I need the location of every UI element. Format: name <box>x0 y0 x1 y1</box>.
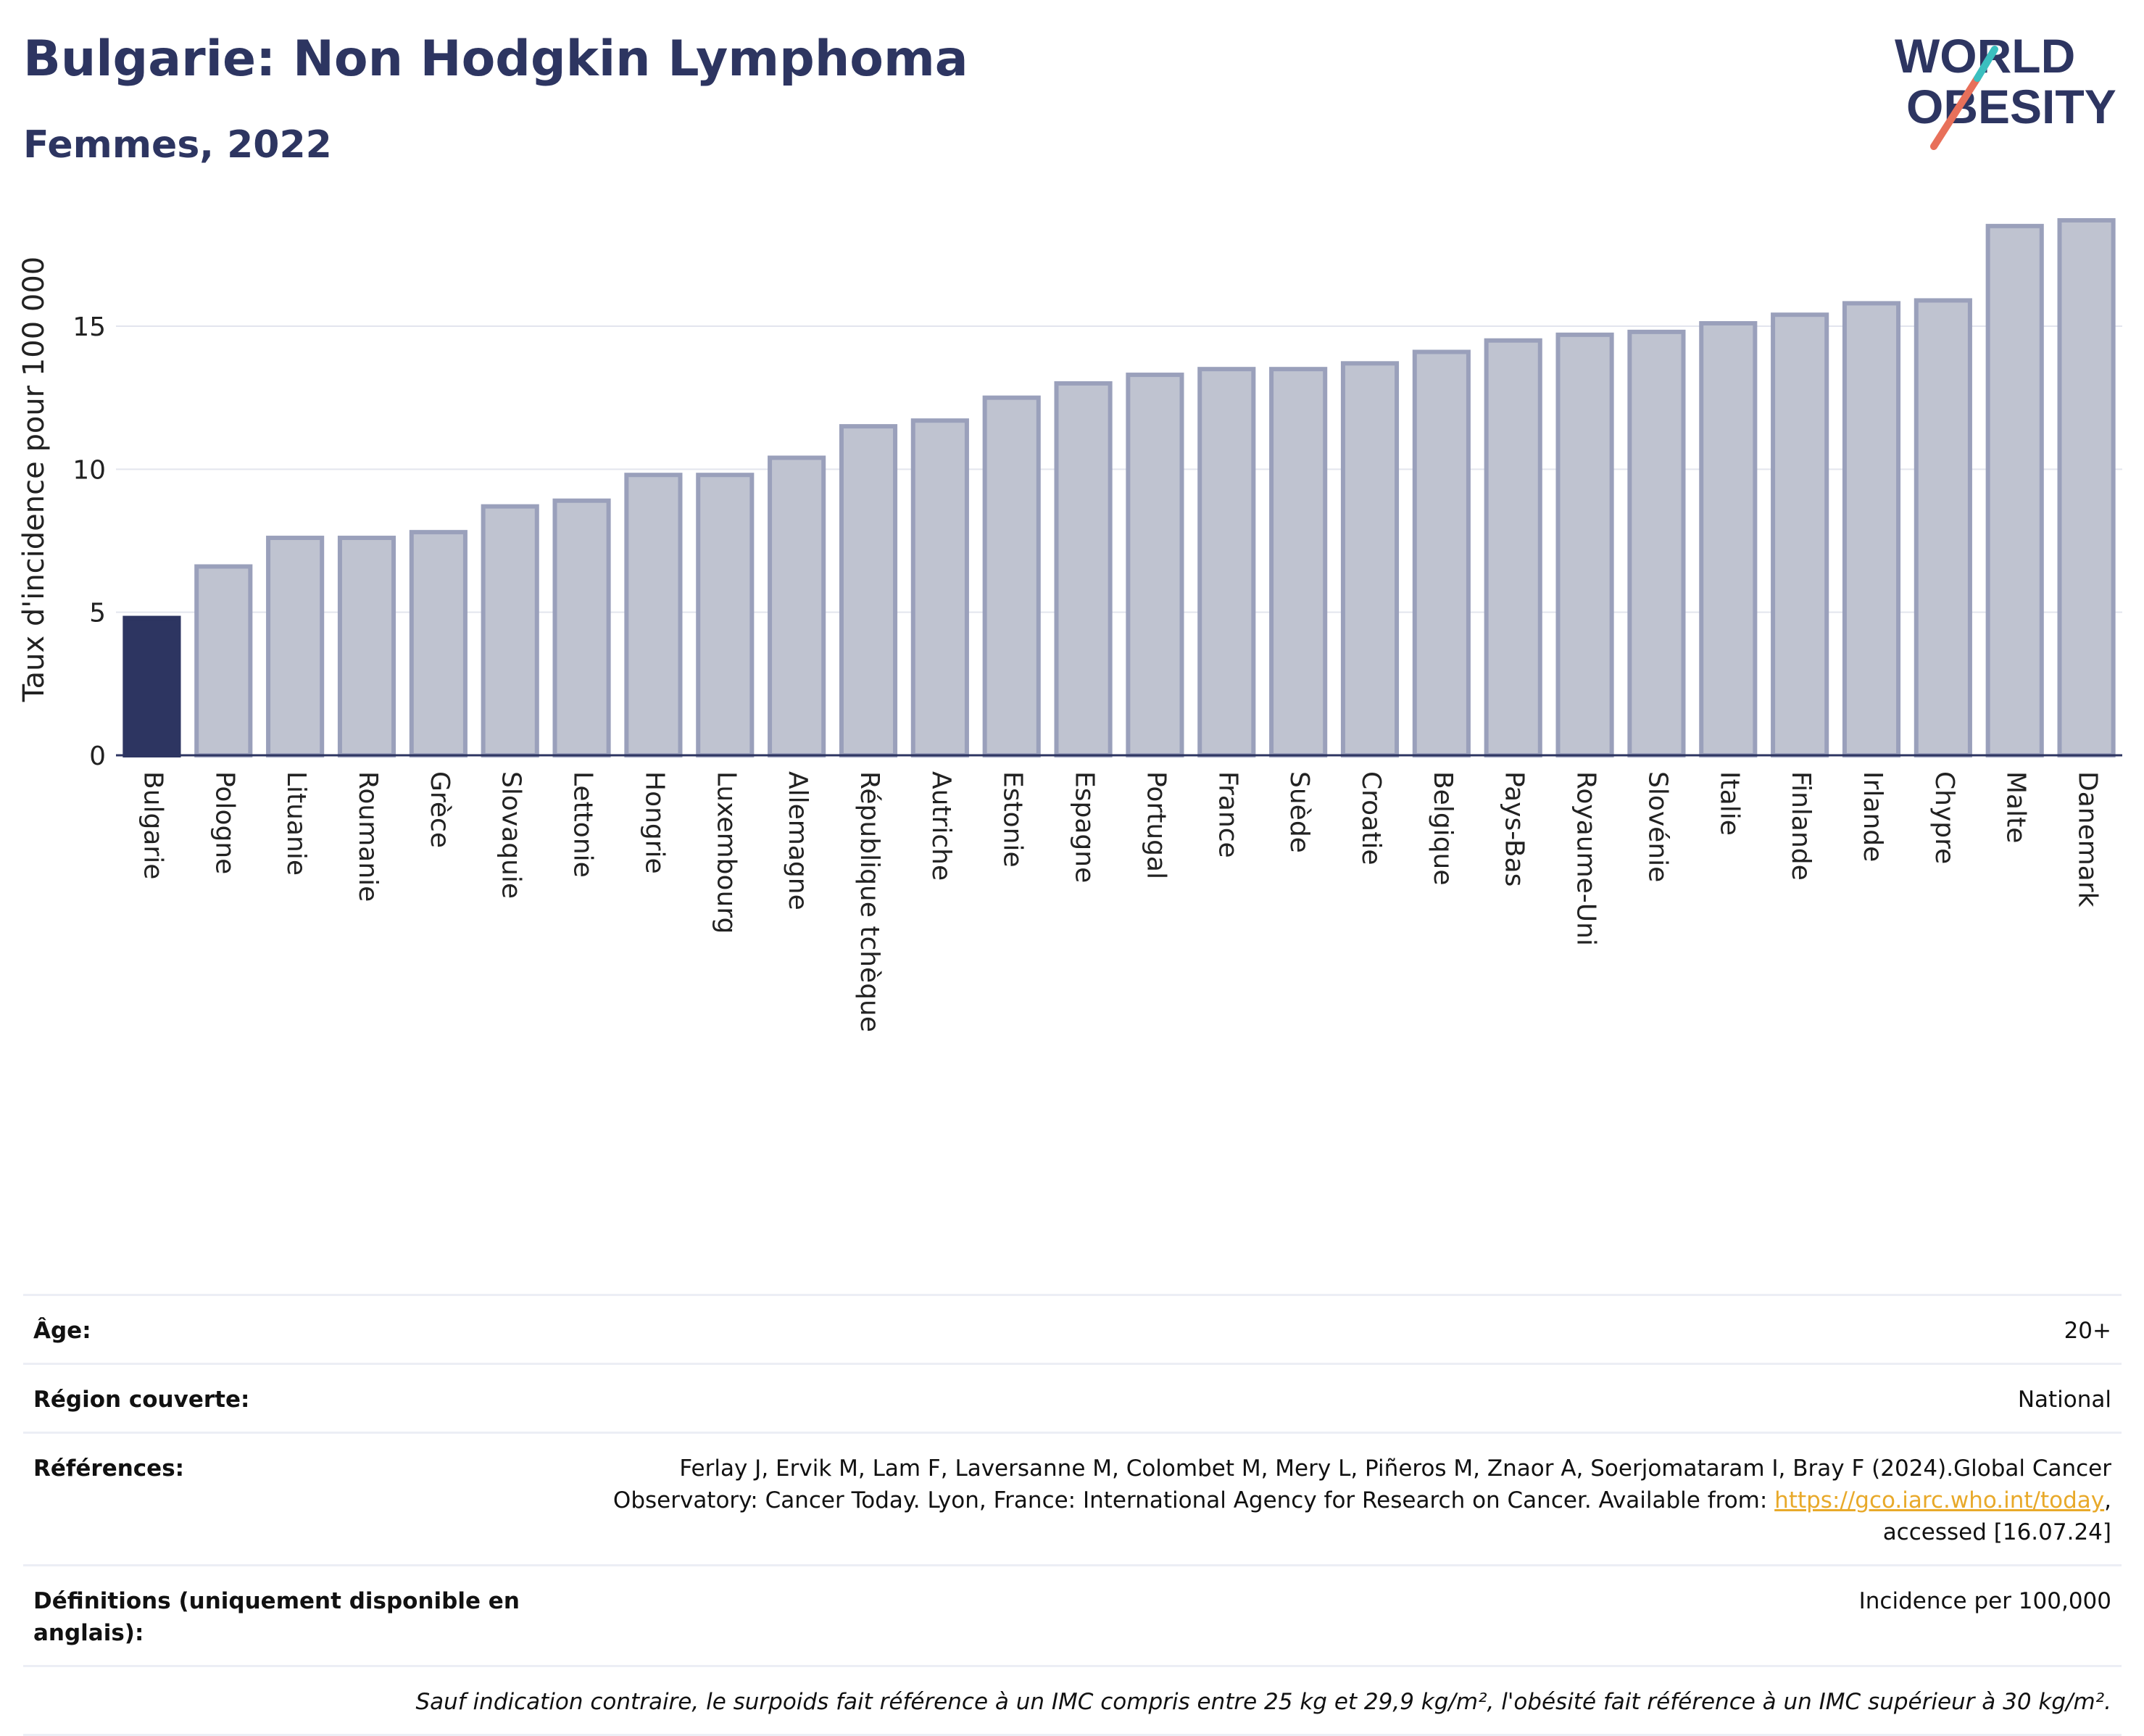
y-tick-label: 5 <box>89 599 106 628</box>
bar-danemark <box>2057 217 2116 757</box>
x-tick-label: Belgique <box>1428 771 1458 886</box>
meta-label-age: Âge: <box>33 1318 91 1344</box>
x-tick-label: France <box>1213 771 1242 858</box>
meta-value-references: Ferlay J, Ervik M, Lam F, Laversanne M, … <box>589 1453 2111 1548</box>
meta-row-definitions: Définitions (uniquement disponible en an… <box>23 1564 2122 1665</box>
x-tick-label: Slovénie <box>1642 771 1672 882</box>
x-tick-label: Lituanie <box>281 771 311 876</box>
bar-portugal <box>1126 373 1184 757</box>
meta-value-region: National <box>2017 1387 2111 1413</box>
references-link[interactable]: https://gco.iarc.who.int/today <box>1774 1487 2105 1513</box>
bar-hongrie <box>624 473 683 757</box>
bar-autriche <box>910 418 969 757</box>
bar-france <box>1197 367 1256 757</box>
x-tick-label: Danemark <box>2073 771 2103 908</box>
bar-allemagne <box>768 455 826 757</box>
bar-roumanie <box>337 536 396 757</box>
chart-title: Bulgarie: Non Hodgkin Lymphoma <box>23 30 968 88</box>
bar-luxembourg <box>696 473 755 757</box>
x-tick-label: Malte <box>2001 771 2031 843</box>
bar-royaume-uni <box>1555 332 1614 757</box>
x-tick-label: Lettonie <box>568 771 598 878</box>
meta-value-definitions: Incidence per 100,000 <box>1858 1588 2111 1614</box>
x-tick-label: Luxembourg <box>711 771 741 934</box>
x-tick-label: Portugal <box>1141 771 1171 879</box>
logo-slash-red <box>1930 75 1981 150</box>
logo-slash-teal <box>1974 46 1998 82</box>
meta-row-references: Références: Ferlay J, Ervik M, Lam F, La… <box>23 1432 2122 1564</box>
x-tick-label: Roumanie <box>353 771 383 902</box>
bar-finlande <box>1771 312 1829 758</box>
x-tick-label: Chypre <box>1929 771 1959 864</box>
x-tick-label: Pologne <box>209 771 239 874</box>
bars <box>122 217 2116 758</box>
x-tick-label: Irlande <box>1858 771 1887 862</box>
chart-subtitle: Femmes, 2022 <box>23 123 332 167</box>
meta-value-age: 20+ <box>2064 1318 2111 1344</box>
references-text: Ferlay J, Ervik M, Lam F, Laversanne M, … <box>612 1455 2111 1513</box>
x-tick-label: Croatie <box>1356 771 1386 865</box>
bar-pays-bas <box>1484 338 1542 757</box>
bar-république-tchèque <box>839 424 898 757</box>
meta-label-definitions: Définitions (uniquement disponible en an… <box>33 1588 520 1646</box>
y-tick-label: 0 <box>89 742 106 771</box>
bar-belgique <box>1412 349 1471 757</box>
bar-slovaquie <box>481 504 539 758</box>
x-tick-label: République tchèque <box>855 771 884 1032</box>
logo-word-obesity: OBESITY <box>1906 80 2116 133</box>
x-tick-label: Autriche <box>926 771 956 881</box>
y-tick-label: 15 <box>72 312 106 342</box>
meta-row-note: Sauf indication contraire, le surpoids f… <box>23 1665 2122 1736</box>
footnote: Sauf indication contraire, le surpoids f… <box>415 1689 2111 1715</box>
bar-estonie <box>982 395 1041 757</box>
bar-slovénie <box>1627 329 1686 758</box>
y-axis-label: Taux d'incidence pour 100 000 <box>17 257 51 702</box>
x-tick-label: Finlande <box>1786 771 1816 881</box>
x-tick-label: Espagne <box>1070 771 1100 883</box>
logo-word-world: WORLD <box>1895 29 2075 83</box>
bar-espagne <box>1054 381 1113 757</box>
metadata-table: Âge: 20+ Région couverte: National Référ… <box>23 1294 2122 1736</box>
x-tick-label: Grèce <box>425 771 454 848</box>
meta-row-age: Âge: 20+ <box>23 1294 2122 1363</box>
bar-chypre <box>1914 298 1972 757</box>
bar-croatie <box>1340 361 1400 757</box>
bar-lettonie <box>552 498 611 758</box>
bar-suède <box>1269 367 1328 757</box>
meta-row-region: Région couverte: National <box>23 1363 2122 1432</box>
references-accessed: , accessed [16.07.24] <box>1882 1487 2111 1545</box>
x-axis-labels: Bulgarie Pologne Lituanie Roumanie Grèce Slov… <box>138 771 2102 1032</box>
x-tick-label: Bulgarie <box>138 771 167 879</box>
bar-pologne <box>194 564 253 757</box>
bar-malte <box>1985 223 2044 757</box>
x-tick-label: Suède <box>1284 771 1314 853</box>
x-tick-label: Pays-Bas <box>1500 771 1529 886</box>
meta-label-references: Références: <box>33 1455 185 1482</box>
x-tick-label: Allemagne <box>783 771 813 910</box>
y-tick-label: 10 <box>72 455 106 485</box>
world-obesity-logo: WORLD OBESITY <box>1895 29 2116 150</box>
x-tick-label: Hongrie <box>639 771 669 874</box>
x-tick-label: Royaume-Uni <box>1571 771 1601 946</box>
x-tick-label: Italie <box>1714 771 1744 836</box>
bar-grèce <box>409 530 468 757</box>
bar-irlande <box>1842 301 1901 758</box>
x-tick-label: Estonie <box>998 771 1028 868</box>
bar-lituanie <box>266 536 325 757</box>
bar-chart: 0 5 10 15 Bulgarie Pologne Lituanie Roumanie Gr… <box>17 217 2122 1032</box>
bar-bulgarie <box>122 615 181 757</box>
meta-label-region: Région couverte: <box>33 1387 250 1413</box>
y-axis-ticks: 0 5 10 15 <box>72 312 106 771</box>
bar-italie <box>1699 321 1758 757</box>
x-tick-label: Slovaquie <box>496 771 526 899</box>
